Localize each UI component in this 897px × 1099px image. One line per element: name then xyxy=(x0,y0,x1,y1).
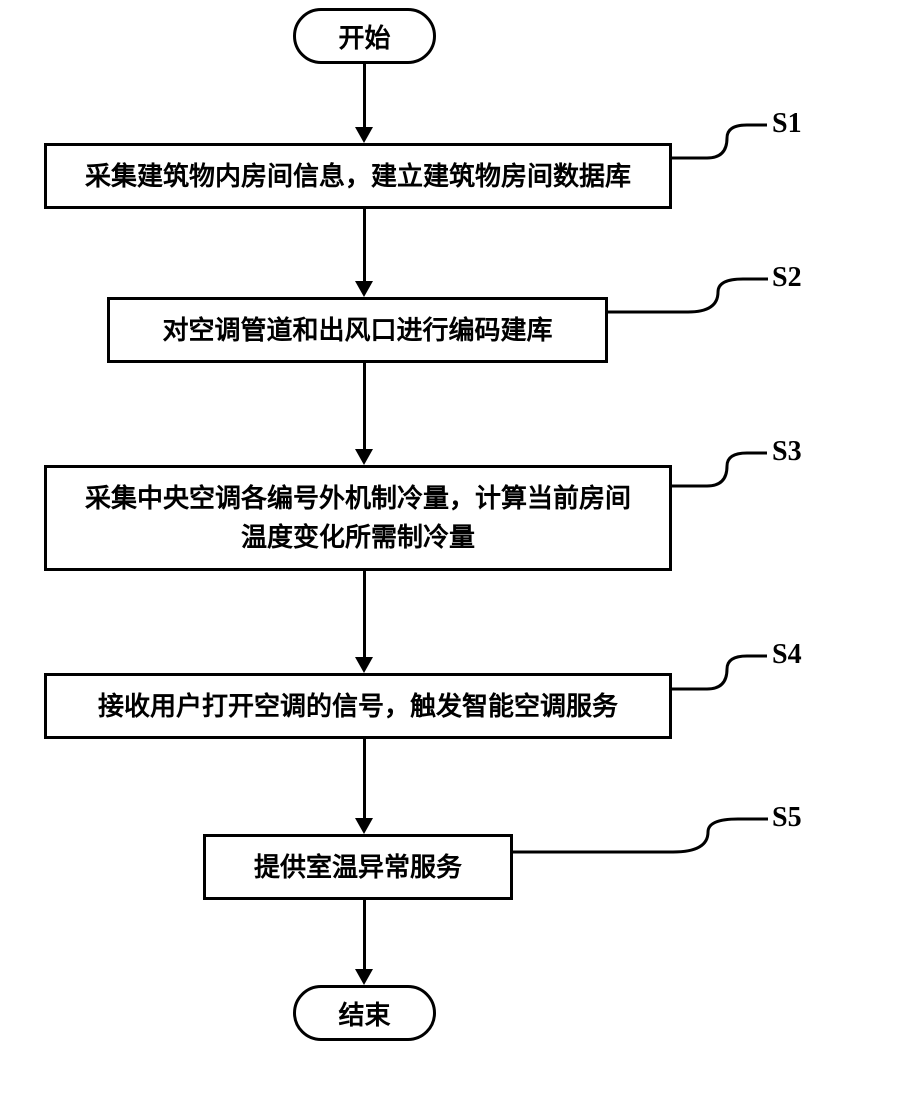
step-label-s1: S1 xyxy=(772,108,802,140)
end-node: 结束 xyxy=(293,985,436,1041)
start-label: 开始 xyxy=(338,18,390,55)
flowchart-container: 开始 采集建筑物内房间信息，建立建筑物房间数据库 对空调管道和出风口进行编码建库… xyxy=(0,0,897,1099)
connector-s5 xyxy=(513,814,773,864)
process-s1: 采集建筑物内房间信息，建立建筑物房间数据库 xyxy=(44,143,672,209)
edge-s4-s5 xyxy=(363,739,366,818)
edge-s5-end xyxy=(363,900,366,969)
process-s2-text: 对空调管道和出风口进行编码建库 xyxy=(162,311,552,350)
process-s5-text: 提供室温异常服务 xyxy=(254,848,462,887)
connector-s1 xyxy=(672,120,772,170)
step-label-s3: S3 xyxy=(772,436,802,468)
connector-s2 xyxy=(608,274,772,324)
arrowhead-s1-s2 xyxy=(355,281,373,297)
process-s4-text: 接收用户打开空调的信号，触发智能空调服务 xyxy=(98,687,618,726)
process-s4: 接收用户打开空调的信号，触发智能空调服务 xyxy=(44,673,672,739)
step-label-s2: S2 xyxy=(772,262,802,294)
process-s2: 对空调管道和出风口进行编码建库 xyxy=(107,297,608,363)
step-label-s5: S5 xyxy=(772,802,802,834)
arrowhead-start-s1 xyxy=(355,127,373,143)
process-s5: 提供室温异常服务 xyxy=(203,834,513,900)
end-label: 结束 xyxy=(338,995,390,1032)
edge-start-s1 xyxy=(363,64,366,127)
arrowhead-s2-s3 xyxy=(355,449,373,465)
step-label-s4: S4 xyxy=(772,639,802,671)
process-s3-text: 采集中央空调各编号外机制冷量，计算当前房间 温度变化所需制冷量 xyxy=(85,479,631,557)
connector-s4 xyxy=(672,651,772,701)
edge-s2-s3 xyxy=(363,363,366,449)
edge-s3-s4 xyxy=(363,571,366,657)
process-s1-text: 采集建筑物内房间信息，建立建筑物房间数据库 xyxy=(85,157,631,196)
arrowhead-s4-s5 xyxy=(355,818,373,834)
edge-s1-s2 xyxy=(363,209,366,281)
connector-s3 xyxy=(672,448,772,498)
arrowhead-s3-s4 xyxy=(355,657,373,673)
arrowhead-s5-end xyxy=(355,969,373,985)
start-node: 开始 xyxy=(293,8,436,64)
process-s3: 采集中央空调各编号外机制冷量，计算当前房间 温度变化所需制冷量 xyxy=(44,465,672,571)
